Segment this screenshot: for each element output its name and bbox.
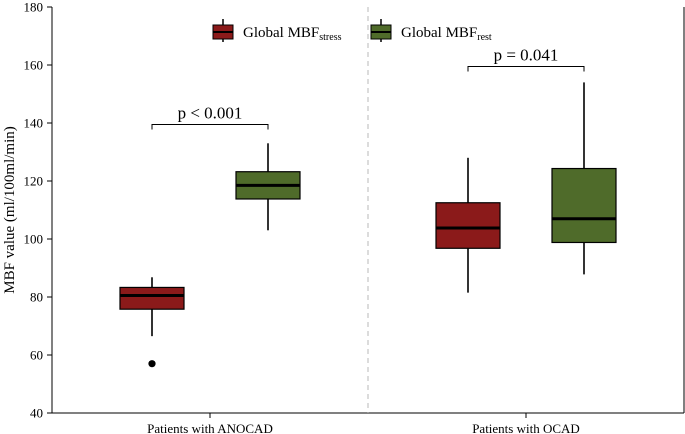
legend: Global MBFstress Global MBFrest (212, 19, 492, 43)
y-tick-label: 180 (24, 0, 44, 15)
boxes (119, 82, 617, 368)
p-value-label: p < 0.001 (178, 103, 243, 122)
box-rest-0 (235, 143, 301, 231)
box-rect (119, 286, 185, 310)
p-value-label: p = 0.041 (494, 45, 559, 64)
x-tick-label: Patients with ANOCAD (147, 421, 273, 434)
legend-item-stress: Global MBFstress (212, 19, 342, 43)
y-tick-label: 120 (24, 174, 44, 189)
bracket-line (151, 123, 269, 130)
legend-label: Global MBFrest (401, 25, 492, 43)
legend-label: Global MBFstress (243, 25, 342, 43)
box-rest-1 (551, 82, 617, 275)
y-tick-label: 40 (30, 406, 43, 421)
significance-bracket: p = 0.041 (467, 45, 585, 72)
y-tick-label: 160 (24, 58, 44, 73)
y-tick-label: 140 (24, 116, 44, 131)
y-tick-label: 100 (24, 232, 44, 247)
bracket-line (467, 65, 585, 72)
box-stress-1 (435, 157, 501, 293)
box-rect (435, 202, 501, 249)
box-stress-0 (119, 277, 185, 368)
x-tick-label: Patients with OCAD (472, 421, 580, 434)
box-rect (551, 167, 617, 244)
y-tick-label: 60 (30, 348, 43, 363)
significance-bracket: p < 0.001 (151, 103, 269, 130)
annotations: p < 0.001 p = 0.041 (151, 45, 585, 130)
y-tick-label: 80 (30, 290, 43, 305)
outlier-point (148, 360, 156, 368)
axes: 40 60 80 100 120 140 160 180 Patients with ANOCA… (24, 0, 685, 434)
legend-item-rest: Global MBFrest (370, 19, 492, 43)
y-axis-label: MBF value (ml/100ml/min) (2, 126, 18, 294)
